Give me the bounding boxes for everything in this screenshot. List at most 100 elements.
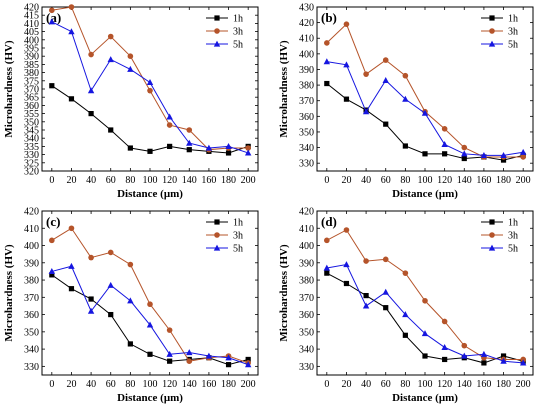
x-tick-label: 20 — [66, 379, 76, 390]
x-tick-label: 80 — [400, 175, 410, 186]
data-point-1h — [481, 360, 487, 366]
data-point-1h — [461, 155, 467, 162]
x-tick-label: 40 — [361, 175, 371, 186]
x-axis-label: Distance (μm) — [392, 188, 458, 200]
legend-label-3h: 3h — [233, 27, 243, 38]
data-point-1h — [147, 351, 153, 357]
y-tick-label: 360 — [299, 112, 314, 123]
y-tick-label: 330 — [299, 362, 314, 373]
data-point-5h — [166, 113, 173, 120]
data-point-3h — [49, 237, 55, 244]
data-point-5h — [362, 108, 370, 115]
data-point-5h — [362, 302, 370, 309]
x-tick-label: 140 — [182, 379, 197, 390]
y-tick-label: 350 — [24, 117, 39, 128]
data-point-1h — [147, 148, 153, 154]
data-point-1h — [108, 311, 114, 318]
data-point-1h — [442, 151, 448, 157]
data-point-3h — [107, 33, 114, 40]
x-tick-label: 160 — [476, 379, 491, 390]
series-line-5h — [326, 61, 524, 156]
x-tick-label: 200 — [241, 379, 256, 390]
data-point-3h — [147, 87, 153, 94]
data-point-5h — [225, 143, 232, 149]
data-point-3h — [382, 57, 389, 63]
y-axis-label: Microhardness (HV) — [278, 244, 290, 342]
legend-label-1h: 1h — [233, 218, 243, 229]
data-point-1h — [500, 157, 507, 163]
data-point-3h — [461, 342, 468, 349]
y-axis-label: Microhardness (HV) — [3, 40, 15, 138]
legend-marker-1h — [489, 15, 495, 21]
data-point-5h — [343, 61, 350, 68]
series-line-1h — [326, 83, 524, 161]
panel-d: 0 20 40 60 80 100 120 140 160 180 200 330 340 350 360 3… — [275, 204, 550, 408]
data-point-1h — [127, 145, 133, 151]
data-point-3h — [520, 356, 526, 363]
data-point-1h — [167, 358, 173, 364]
y-axis-label: Microhardness (HV) — [278, 40, 290, 138]
y-tick-label: 415 — [24, 11, 39, 22]
x-tick-label: 0 — [49, 379, 54, 390]
data-point-5h — [68, 28, 75, 35]
data-point-5h — [205, 352, 213, 359]
data-point-5h — [441, 343, 448, 350]
y-tick-label: 430 — [299, 3, 314, 14]
panel-label: (c) — [46, 214, 60, 229]
y-tick-label: 360 — [299, 310, 314, 321]
data-point-5h — [68, 262, 75, 269]
data-point-5h — [382, 288, 389, 295]
chart-b: 0 20 40 60 80 100 120 140 160 180 200 330 340 350 360 3… — [278, 3, 534, 200]
plot-frame — [316, 210, 534, 376]
x-tick-label: 40 — [86, 379, 96, 390]
data-point-1h — [88, 111, 94, 117]
data-point-3h — [343, 227, 350, 233]
data-point-1h — [167, 143, 173, 149]
data-point-5h — [205, 144, 213, 151]
legend-marker-3h — [489, 232, 495, 238]
data-point-3h — [68, 4, 75, 10]
y-tick-label: 420 — [299, 18, 314, 29]
data-point-1h — [324, 80, 330, 87]
series-line-5h — [326, 263, 524, 364]
data-point-5h — [519, 148, 527, 155]
series-line-1h — [326, 272, 524, 364]
data-point-3h — [147, 301, 153, 308]
data-point-5h — [87, 87, 95, 94]
y-tick-label: 330 — [299, 159, 314, 170]
y-tick-label: 380 — [299, 81, 314, 92]
x-tick-label: 20 — [341, 379, 351, 390]
y-tick-label: 405 — [24, 27, 39, 38]
series-1h — [49, 83, 251, 156]
y-tick-label: 370 — [24, 85, 39, 96]
x-axis-label: Distance (μm) — [117, 392, 183, 404]
panel-label: (d) — [321, 214, 337, 229]
x-tick-label: 200 — [516, 379, 531, 390]
plot-frame — [41, 210, 259, 376]
data-point-5h — [166, 350, 173, 357]
data-point-5h — [323, 264, 331, 271]
x-tick-label: 200 — [516, 175, 531, 186]
data-point-3h — [88, 51, 94, 58]
legend-label-1h: 1h — [508, 14, 518, 25]
legend-label-1h: 1h — [233, 14, 243, 25]
y-tick-label: 325 — [24, 158, 39, 169]
data-point-3h — [166, 122, 173, 128]
data-point-5h — [421, 109, 429, 116]
x-tick-label: 140 — [457, 379, 472, 390]
y-tick-label: 410 — [299, 224, 314, 235]
data-point-3h — [363, 258, 369, 264]
legend: 1h 3h 5h — [206, 14, 243, 51]
x-tick-label: 180 — [496, 379, 511, 390]
data-point-5h — [244, 149, 252, 156]
series-line-3h — [51, 6, 249, 151]
data-point-3h — [166, 327, 173, 333]
data-point-5h — [186, 349, 193, 356]
legend-label-5h: 5h — [233, 244, 243, 255]
data-point-3h — [127, 53, 134, 59]
x-tick-label: 100 — [418, 379, 433, 390]
x-tick-label: 80 — [125, 175, 135, 186]
y-tick-label: 365 — [24, 93, 39, 104]
data-point-1h — [343, 280, 350, 287]
data-point-1h — [68, 286, 75, 292]
